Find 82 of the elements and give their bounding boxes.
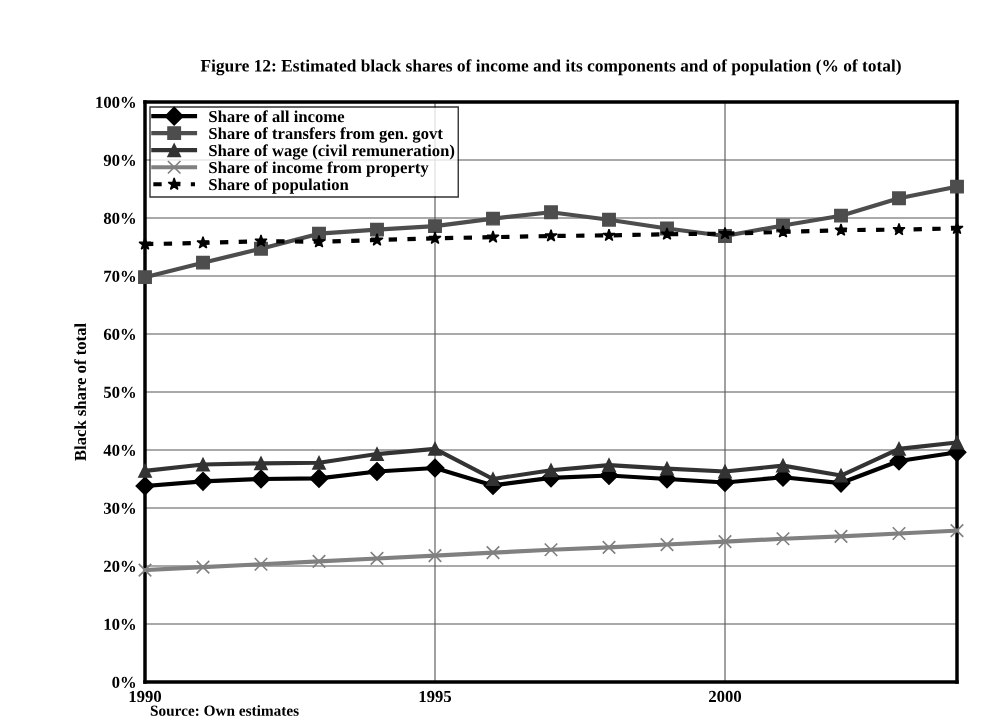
point [196, 457, 210, 472]
point [544, 229, 558, 242]
point [428, 219, 442, 234]
point [427, 548, 443, 563]
point [776, 458, 790, 473]
point [834, 468, 848, 483]
legend-label: Share of wage (civil remuneration) [209, 144, 455, 160]
point [254, 234, 268, 247]
point [312, 455, 326, 470]
point [486, 230, 500, 243]
point [428, 441, 442, 456]
point [718, 464, 732, 479]
point [138, 270, 152, 285]
legend-label: Share of income from property [209, 161, 429, 177]
y-tick-label: 50% [104, 386, 136, 398]
y-tick-label: 30% [103, 502, 136, 514]
point [601, 540, 617, 555]
point [135, 476, 155, 496]
point [251, 469, 271, 489]
point [370, 222, 384, 237]
point [892, 222, 906, 236]
y-tick-label: 20% [104, 560, 136, 572]
chart-title: Figure 12: Estimated black shares of income and its components and of population (% of total) [200, 59, 901, 76]
point [950, 221, 964, 235]
x-tick-label: 1990 [129, 690, 162, 703]
point [138, 237, 152, 250]
point [660, 227, 674, 240]
point [891, 526, 907, 541]
point [659, 537, 675, 552]
point [193, 471, 213, 491]
point [949, 523, 965, 538]
y-axis-title: Black share of total [74, 323, 87, 461]
point [369, 551, 385, 566]
point [253, 557, 269, 572]
point [543, 542, 559, 557]
point [834, 223, 848, 236]
point [776, 224, 790, 238]
point [544, 205, 558, 220]
point [833, 529, 849, 544]
point [717, 534, 733, 549]
legend-label: Share of population [209, 178, 349, 194]
point [602, 212, 616, 227]
point [485, 545, 501, 560]
point [950, 435, 964, 450]
x-tick-label: 2000 [709, 690, 742, 703]
point [196, 255, 210, 270]
y-tick-label: 10% [104, 618, 136, 630]
point [196, 235, 210, 249]
point [309, 468, 329, 488]
point [950, 179, 964, 194]
point [312, 234, 326, 248]
point [544, 463, 558, 478]
y-tick-label: 70% [104, 270, 136, 282]
point [892, 191, 906, 206]
point [367, 461, 387, 481]
point [254, 456, 268, 471]
point [370, 233, 384, 246]
y-tick-label: 80% [103, 212, 136, 224]
point [428, 231, 442, 245]
point [195, 560, 211, 575]
point [834, 208, 848, 223]
source-note: Source: Own estimates [150, 705, 299, 716]
point [892, 441, 906, 456]
legend-label: Share of transfers from gen. govt [209, 127, 443, 143]
point [425, 458, 445, 478]
point [486, 211, 500, 226]
legend-label: Share of all income [209, 110, 345, 123]
point [486, 472, 500, 486]
point [137, 562, 153, 578]
y-tick-label: 100% [96, 96, 136, 108]
point [602, 228, 616, 242]
y-tick-label: 0% [112, 676, 136, 688]
point [602, 458, 616, 473]
point [775, 531, 791, 546]
y-tick-label: 60% [103, 328, 136, 340]
point [311, 554, 327, 569]
point [370, 447, 384, 462]
x-tick-label: 1995 [419, 690, 452, 703]
point [138, 463, 152, 478]
y-tick-label: 40% [103, 444, 136, 456]
y-tick-label: 90% [103, 154, 136, 166]
point [660, 461, 674, 476]
